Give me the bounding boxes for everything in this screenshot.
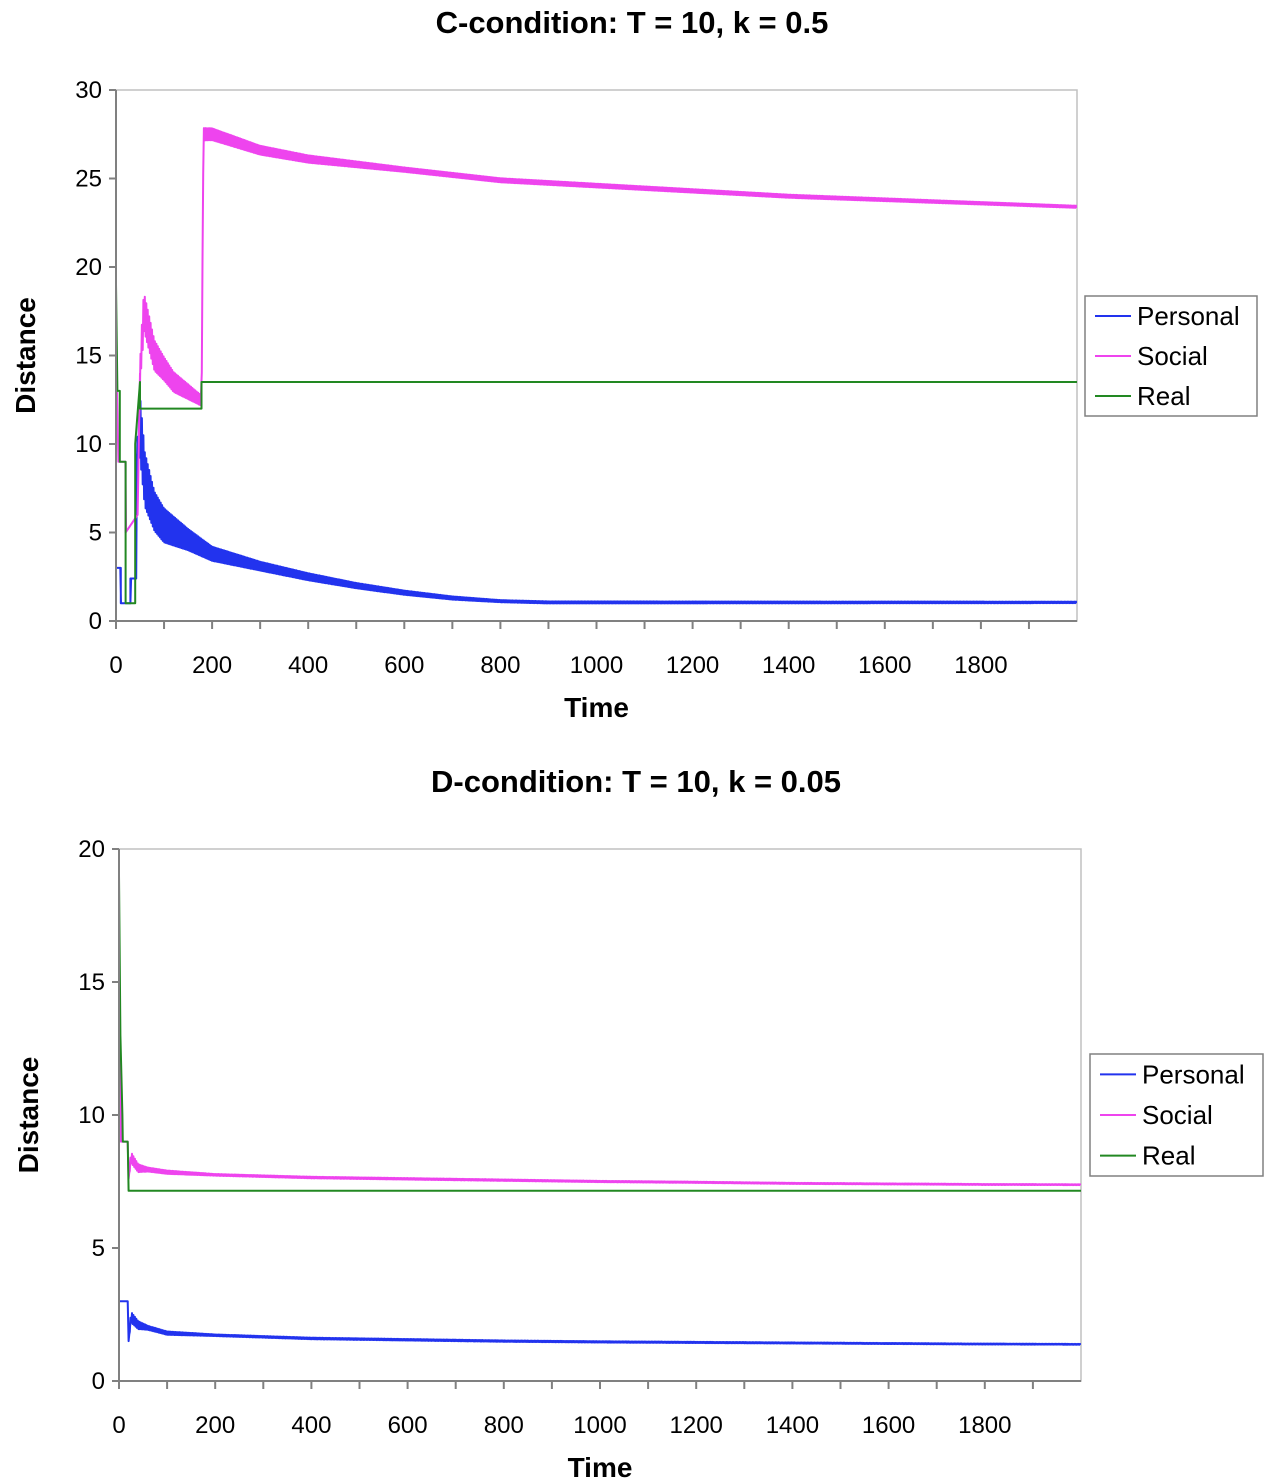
x-tick-label: 1200 xyxy=(666,652,719,679)
series-line-social xyxy=(119,955,1081,1187)
legend-label-social: Social xyxy=(1142,1100,1213,1130)
x-tick-label: 400 xyxy=(291,1412,331,1439)
x-tick-label: 1400 xyxy=(766,1412,819,1439)
x-axis-label: Time xyxy=(564,692,629,723)
x-tick-label: 1200 xyxy=(670,1412,723,1439)
plot-area xyxy=(115,89,1078,622)
plot-area xyxy=(118,848,1082,1382)
y-tick-label: 0 xyxy=(89,608,102,635)
x-tick-label: 1400 xyxy=(762,652,815,679)
legend-label-social: Social xyxy=(1137,341,1208,371)
legend-label-personal: Personal xyxy=(1142,1059,1245,1089)
y-tick-label: 5 xyxy=(92,1235,105,1262)
x-tick-label: 800 xyxy=(484,1412,524,1439)
y-axis-label: Distance xyxy=(13,1057,44,1174)
y-tick-label: 20 xyxy=(75,254,102,281)
legend-label-real: Real xyxy=(1137,381,1190,411)
series-line-personal xyxy=(116,400,1077,605)
series-line-personal xyxy=(119,1300,1081,1346)
y-tick-label: 10 xyxy=(78,1102,105,1129)
series-line-real xyxy=(119,875,1081,1192)
y-tick-label: 10 xyxy=(75,431,102,458)
legend-label-personal: Personal xyxy=(1137,301,1240,331)
y-tick-label: 20 xyxy=(78,836,105,863)
series-group xyxy=(116,127,1077,605)
y-tick-label: 15 xyxy=(75,343,102,370)
legend-label-real: Real xyxy=(1142,1141,1195,1171)
x-tick-label: 0 xyxy=(112,1412,125,1439)
y-tick-label: 0 xyxy=(92,1368,105,1395)
x-tick-label: 0 xyxy=(109,652,122,679)
x-tick-label: 1600 xyxy=(858,652,911,679)
x-tick-label: 1600 xyxy=(862,1412,915,1439)
x-tick-label: 1000 xyxy=(570,652,623,679)
chart-c-condition: C-condition: T = 10, k = 0.5 0 5 10 15 20 25 30… xyxy=(10,5,1258,723)
x-tick-label: 1800 xyxy=(958,1412,1011,1439)
y-tick-label: 15 xyxy=(78,969,105,996)
chart-title: C-condition: T = 10, k = 0.5 xyxy=(436,5,829,40)
series-group xyxy=(119,875,1081,1346)
series-line-social xyxy=(116,127,1077,534)
y-axis-label: Distance xyxy=(10,297,41,414)
series-line-real xyxy=(116,284,1077,605)
x-tick-label: 1800 xyxy=(954,652,1007,679)
x-tick-label: 800 xyxy=(480,652,520,679)
chart-title: D-condition: T = 10, k = 0.05 xyxy=(431,764,841,799)
x-axis-label: Time xyxy=(568,1452,633,1481)
y-tick-label: 30 xyxy=(75,77,102,104)
x-tick-label: 1000 xyxy=(573,1412,626,1439)
x-tick-label: 200 xyxy=(192,652,232,679)
y-tick-label: 5 xyxy=(89,520,102,547)
x-tick-label: 600 xyxy=(388,1412,428,1439)
x-tick-label: 200 xyxy=(195,1412,235,1439)
x-tick-label: 400 xyxy=(288,652,328,679)
x-tick-label: 600 xyxy=(384,652,424,679)
y-tick-label: 25 xyxy=(75,166,102,193)
